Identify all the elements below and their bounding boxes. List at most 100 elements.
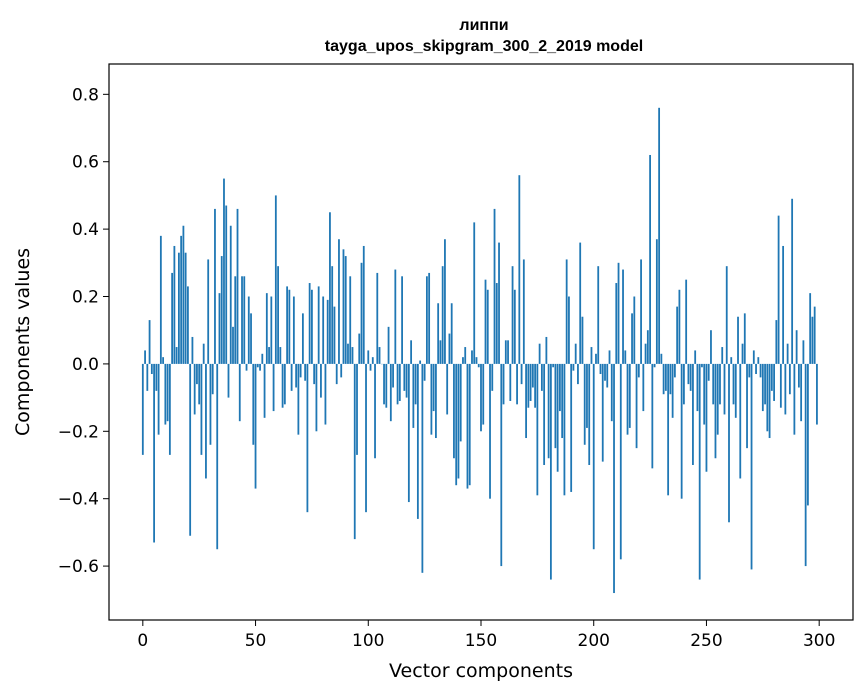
- bar-121: [414, 363, 417, 405]
- bar-205: [604, 363, 606, 381]
- bar-165: [513, 289, 516, 364]
- bar-271: [752, 350, 755, 364]
- bar-171: [527, 363, 530, 408]
- bar-282: [777, 215, 780, 364]
- bar-201: [595, 353, 597, 364]
- bar-299: [816, 363, 818, 425]
- bar-153: [486, 289, 489, 364]
- bar-242: [687, 363, 690, 385]
- bar-224: [646, 330, 649, 364]
- bar-57: [270, 296, 273, 364]
- bar-159: [500, 363, 503, 567]
- bar-44: [241, 276, 243, 364]
- bar-187: [563, 363, 566, 496]
- chart-subtitle: tayga_upos_skipgram_300_2_2019 model: [325, 38, 643, 55]
- bar-14: [173, 245, 176, 364]
- bar-186: [561, 363, 564, 439]
- bar-237: [676, 306, 679, 364]
- bar-145: [468, 363, 471, 486]
- bar-268: [746, 363, 748, 449]
- bar-156: [493, 208, 496, 364]
- bar-148: [475, 357, 478, 364]
- bar-202: [597, 266, 600, 364]
- bar-69: [297, 363, 300, 435]
- bar-9: [162, 357, 165, 364]
- bar-257: [721, 347, 724, 364]
- bar-104: [376, 272, 379, 364]
- bar-240: [683, 363, 685, 405]
- bar-270: [750, 363, 753, 570]
- y-axis-ticks: −0.6 −0.4 −0.2 0.0 0.2 0.4 0.6 0.8: [58, 85, 109, 577]
- bar-35: [220, 256, 223, 364]
- bar-131: [437, 303, 440, 364]
- bar-37: [225, 205, 228, 364]
- bar-116: [403, 363, 406, 391]
- bar-136: [448, 333, 451, 364]
- bar-107: [383, 363, 385, 405]
- bar-223: [644, 343, 647, 364]
- bar-222: [642, 363, 645, 412]
- bar-178: [543, 363, 546, 465]
- bar-266: [741, 343, 744, 364]
- bar-112: [394, 269, 397, 364]
- bar-8: [159, 235, 162, 364]
- bar-196: [583, 363, 586, 445]
- bar-168: [520, 363, 523, 385]
- bar-76: [313, 363, 316, 385]
- x-axis-ticks: 0 50 100 150 200 250 300: [137, 620, 835, 651]
- bar-58: [272, 363, 275, 412]
- bar-246: [696, 363, 699, 412]
- bar-206: [606, 363, 609, 388]
- bar-154: [489, 363, 491, 499]
- bar-169: [522, 259, 525, 364]
- bar-284: [782, 245, 785, 364]
- bar-251: [707, 363, 710, 381]
- bar-135: [446, 363, 449, 415]
- bar-118: [407, 363, 410, 503]
- bar-81: [324, 363, 327, 425]
- bar-291: [797, 363, 800, 388]
- bar-249: [703, 363, 706, 425]
- bar-267: [743, 313, 746, 364]
- bar-82: [326, 299, 329, 364]
- bar-50: [254, 363, 257, 489]
- bar-62: [281, 363, 284, 408]
- bar-92: [349, 276, 352, 364]
- bar-100: [367, 350, 370, 364]
- bar-254: [714, 363, 717, 459]
- bar-73: [306, 363, 309, 513]
- bar-64: [286, 286, 289, 364]
- bar-45: [243, 276, 246, 364]
- y-tick-label: 0.6: [72, 153, 99, 173]
- bar-96: [358, 333, 361, 364]
- bar-239: [680, 363, 683, 499]
- bar-261: [730, 357, 733, 364]
- bar-125: [423, 363, 426, 381]
- bar-66: [290, 363, 293, 391]
- bar-245: [694, 350, 697, 364]
- bar-195: [581, 316, 584, 364]
- x-axis-label: Vector components: [389, 660, 573, 682]
- bar-277: [766, 363, 769, 432]
- bar-285: [784, 363, 787, 415]
- chart-title: липпи: [459, 17, 508, 34]
- bar-207: [608, 350, 611, 364]
- bar-134: [444, 239, 446, 364]
- bar-16: [177, 252, 180, 364]
- bar-243: [689, 363, 692, 391]
- bar-60: [277, 266, 279, 364]
- bar-230: [660, 353, 663, 364]
- bar-146: [471, 350, 473, 364]
- bar-21: [189, 363, 192, 536]
- bar-51: [256, 363, 259, 368]
- bar-71: [301, 313, 304, 364]
- bar-122: [416, 363, 419, 519]
- bar-31: [211, 363, 214, 395]
- bar-80: [322, 296, 325, 364]
- bar-18: [182, 225, 185, 364]
- bar-38: [227, 363, 230, 398]
- bar-114: [398, 363, 401, 401]
- bar-158: [498, 242, 500, 364]
- bar-190: [570, 363, 573, 492]
- bar-177: [540, 363, 543, 391]
